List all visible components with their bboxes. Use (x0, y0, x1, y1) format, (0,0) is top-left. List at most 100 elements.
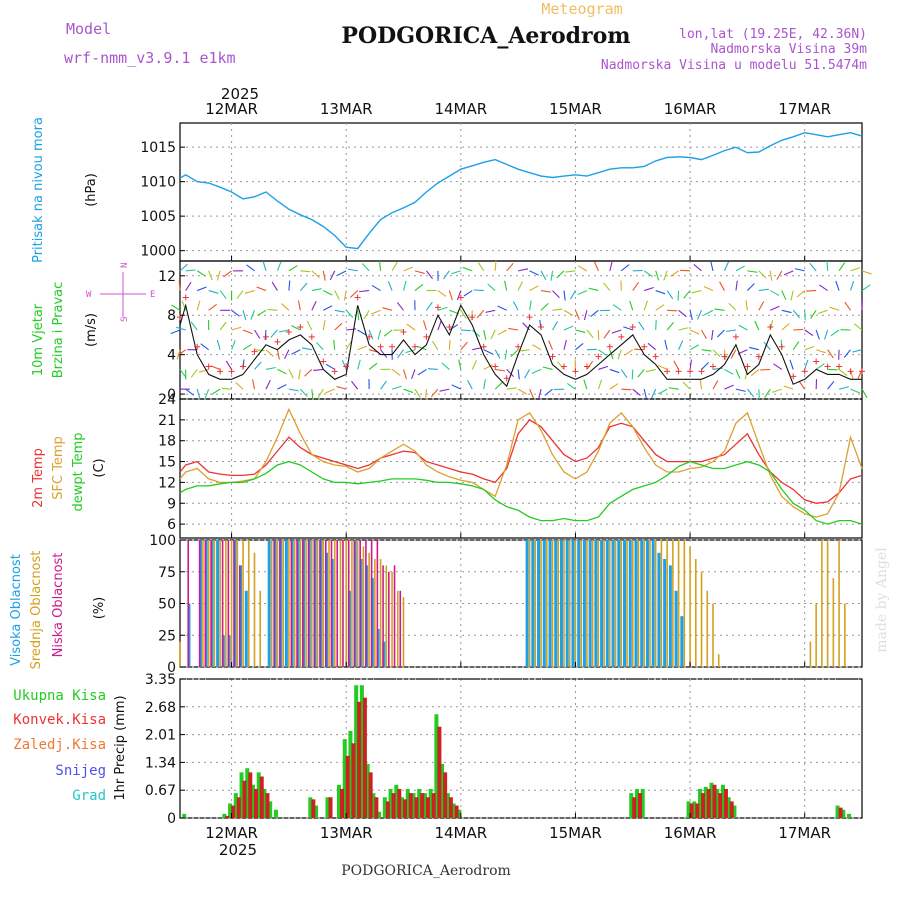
wind-barb (552, 321, 558, 331)
x-tick-label-top: 13MAR (320, 100, 373, 118)
wind-barb (471, 360, 478, 370)
wind-barb (494, 260, 497, 271)
wind-barb (748, 346, 759, 351)
wind-barb (577, 265, 588, 272)
wind-barb (219, 290, 227, 299)
wind-barb (680, 269, 691, 272)
wind-barb (437, 290, 447, 297)
wind-barb (590, 309, 599, 318)
wind-barb (371, 284, 381, 292)
wind-barb (716, 329, 725, 338)
wind-barb (510, 349, 519, 358)
wind-barb (291, 325, 301, 331)
wind-barb (402, 369, 407, 380)
precip-conv-bar (637, 793, 642, 818)
wind-barb (357, 329, 367, 336)
precip-total-bar (371, 793, 376, 818)
wind-barb (746, 283, 755, 291)
y-tick-label-precip: 0.67 (145, 783, 176, 799)
wind-gust-mark (331, 368, 338, 375)
wind-barb (790, 290, 794, 301)
wind-barb (804, 329, 814, 337)
precip-legend-frz: Zaledj.Kisa (13, 737, 106, 753)
wind-gust-mark (217, 368, 224, 375)
x-tick-label-top: 16MAR (664, 100, 717, 118)
wind-barb (735, 280, 738, 291)
precip-conv-bar (339, 788, 344, 818)
wind-gust-mark (262, 333, 269, 340)
precip-conv-bar (231, 805, 236, 818)
wind-gust-mark (755, 353, 762, 360)
wind-barb (760, 368, 771, 371)
wind-barb (804, 345, 815, 351)
wind-barb (738, 324, 748, 331)
wind-barb (664, 339, 668, 350)
wind-barb (242, 329, 253, 335)
y-tick-label-wind: 8 (167, 308, 176, 324)
precip-total-bar (233, 793, 238, 818)
wind-barb (190, 369, 198, 378)
precip-total-bar (382, 797, 387, 818)
wind-barb (603, 329, 611, 339)
wind-barb (403, 388, 414, 394)
wind-barb (402, 280, 407, 291)
wind-barb (574, 310, 580, 320)
wind-barb (449, 309, 459, 315)
wind-barb (655, 319, 657, 331)
model-elevation-label: Nadmorska Visina u modelu 51.5474m (601, 58, 867, 73)
x-tick-label-bottom: 17MAR (778, 824, 831, 842)
wind-barb (311, 301, 317, 311)
wind-barb (853, 323, 863, 331)
precip-total-bar (388, 788, 393, 818)
y-tick-label-wind: 12 (158, 269, 176, 285)
wind-barb (210, 365, 221, 370)
precip-conv-bar (254, 788, 259, 818)
wind-barb (221, 387, 232, 390)
wind-barb (747, 270, 758, 273)
precip-legend-hail: Grad (72, 788, 106, 804)
pressure-labels: Pritisak na nivou mora (hPa) (31, 117, 99, 263)
precip-conv-bar (420, 793, 425, 818)
precip-total-bar (336, 784, 341, 818)
wind-barb (531, 368, 542, 374)
wind-gust-mark (503, 375, 510, 382)
wind-barb (827, 349, 834, 359)
wind-gust-mark (721, 353, 728, 360)
wind-barb (529, 388, 535, 399)
wind-barb (333, 339, 336, 350)
wind-barb (723, 261, 730, 272)
wind-barb (701, 349, 712, 352)
wind-barb (682, 381, 691, 390)
x-tick-label-bottom: 12MAR (205, 824, 258, 842)
wind-barb (643, 389, 648, 400)
wind-barb (609, 349, 614, 360)
precip-legend-snow: Snijeg (55, 763, 106, 779)
wind-unit: (m/s) (84, 313, 99, 347)
wind-barb (497, 305, 507, 311)
wind-barb (257, 309, 267, 317)
precip-conv-bar (265, 793, 270, 818)
wind-barb (693, 264, 702, 272)
wind-barb (313, 368, 324, 372)
wind-barb (750, 369, 760, 377)
wind-barb (632, 388, 641, 396)
precip-total-bar (182, 813, 187, 818)
wind-barb (311, 270, 320, 278)
wind-barb (267, 308, 278, 311)
cloud-unit: (%) (92, 597, 107, 620)
wind-gust-mark (778, 343, 785, 350)
y-tick-label-clouds: 100 (149, 533, 176, 549)
precip-total-bar (709, 782, 714, 818)
wind-barb (196, 388, 201, 399)
wind-barb (270, 329, 278, 338)
cloud-labels: Visoka Oblacnost Srednja Oblacnost Niska… (9, 551, 107, 670)
wind-barb (265, 366, 276, 370)
wind-barb (764, 388, 771, 398)
wind-barb (383, 329, 393, 337)
precip-total-bar (308, 797, 313, 818)
wind-barb (462, 266, 473, 272)
precip-conv-bar (311, 799, 316, 818)
model-label: Model (66, 20, 111, 38)
wind-barb (643, 270, 653, 278)
pressure-unit: (hPa) (84, 173, 99, 207)
